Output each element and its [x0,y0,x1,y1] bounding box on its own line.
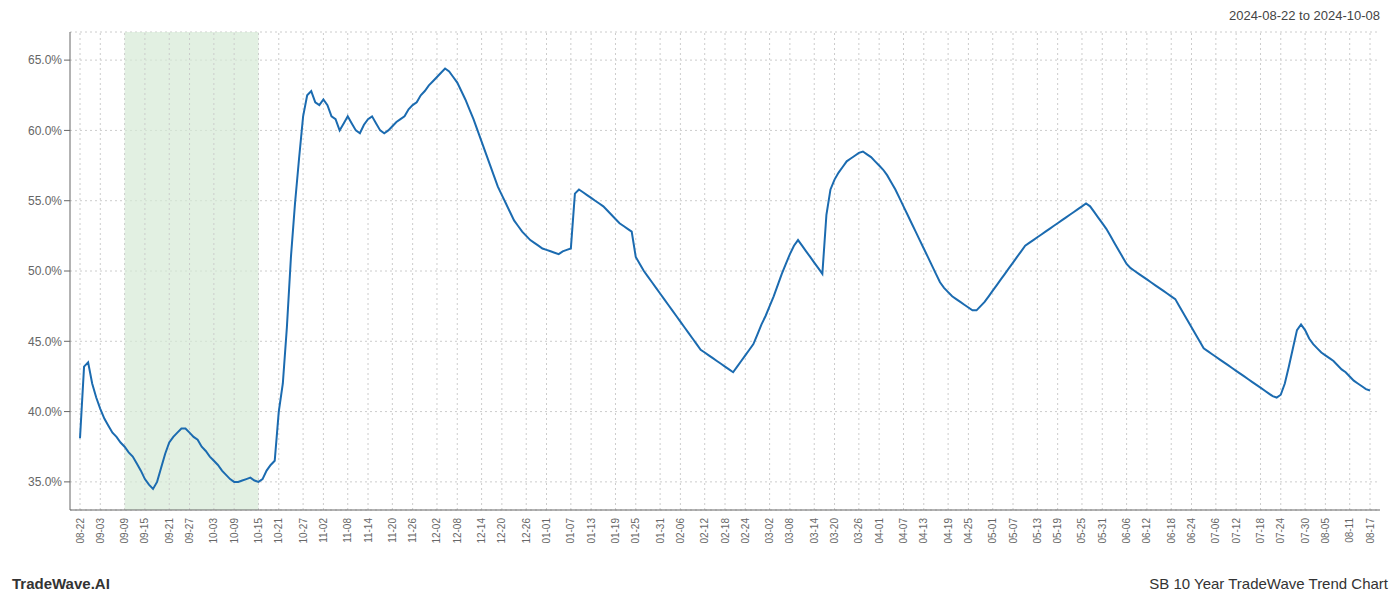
svg-text:12-08: 12-08 [452,518,463,544]
svg-text:45.0%: 45.0% [28,335,62,349]
svg-text:06-18: 06-18 [1166,518,1177,544]
svg-text:01-01: 01-01 [541,518,552,544]
svg-text:03-02: 03-02 [764,518,775,544]
svg-text:50.0%: 50.0% [28,264,62,278]
svg-text:07-06: 07-06 [1210,518,1221,544]
html-text:SB 10 Year TradeWave Trend Cha: SB 10 Year TradeWave Trend Chart [1149,575,1388,592]
svg-text:35.0%: 35.0% [28,475,62,489]
svg-text:05-07: 05-07 [1008,518,1019,544]
svg-text:10-15: 10-15 [253,518,264,544]
svg-text:05-25: 05-25 [1076,518,1087,544]
svg-text:04-01: 04-01 [874,518,885,544]
svg-text:12-02: 12-02 [431,518,442,544]
svg-text:05-13: 05-13 [1032,518,1043,544]
svg-text:04-19: 04-19 [943,518,954,544]
svg-text:10-27: 10-27 [298,518,309,544]
svg-text:07-24: 07-24 [1275,518,1286,544]
svg-text:10-21: 10-21 [273,518,284,544]
svg-text:01-25: 01-25 [630,518,641,544]
svg-text:04-07: 04-07 [898,518,909,544]
svg-text:01-13: 01-13 [586,518,597,544]
svg-text:02-24: 02-24 [740,518,751,544]
svg-text:01-19: 01-19 [610,518,621,544]
svg-text:08-22: 08-22 [75,518,86,544]
svg-text:10-03: 10-03 [208,518,219,544]
svg-text:11-02: 11-02 [318,518,329,543]
svg-text:03-26: 03-26 [853,518,864,544]
svg-text:03-14: 03-14 [809,518,820,544]
svg-text:08-05: 08-05 [1320,518,1331,544]
html-text:2024-08-22 to 2024-10-08: 2024-08-22 to 2024-10-08 [1228,8,1380,23]
svg-text:12-26: 12-26 [521,518,532,544]
svg-text:06-12: 06-12 [1141,518,1152,544]
svg-text:08-11: 08-11 [1344,518,1355,543]
svg-text:11-26: 11-26 [407,518,418,543]
svg-text:07-12: 07-12 [1231,518,1242,544]
svg-text:09-27: 09-27 [184,518,195,544]
svg-text:60.0%: 60.0% [28,124,62,138]
svg-text:09-03: 09-03 [95,518,106,544]
svg-text:02-06: 02-06 [675,518,686,544]
svg-text:09-21: 09-21 [164,518,175,544]
svg-text:06-06: 06-06 [1121,518,1132,544]
svg-text:11-08: 11-08 [342,518,353,543]
svg-text:11-20: 11-20 [387,518,398,543]
svg-text:01-07: 01-07 [565,518,576,544]
svg-text:02-12: 02-12 [699,518,710,544]
svg-text:09-09: 09-09 [119,518,130,544]
svg-text:01-31: 01-31 [655,518,666,544]
svg-text:06-24: 06-24 [1186,518,1197,544]
svg-text:11-14: 11-14 [363,518,374,543]
svg-text:10-09: 10-09 [229,518,240,544]
svg-text:09-15: 09-15 [139,518,150,544]
svg-text:03-20: 03-20 [829,518,840,544]
svg-text:02-18: 02-18 [720,518,731,544]
html-text:TradeWave.AI: TradeWave.AI [12,575,110,592]
svg-text:65.0%: 65.0% [28,53,62,67]
svg-text:40.0%: 40.0% [28,405,62,419]
svg-text:05-31: 05-31 [1097,518,1108,544]
svg-text:05-01: 05-01 [987,518,998,544]
svg-text:07-30: 07-30 [1300,518,1311,544]
svg-text:05-19: 05-19 [1052,518,1063,544]
svg-text:07-18: 07-18 [1255,518,1266,544]
svg-text:03-08: 03-08 [784,518,795,544]
svg-text:04-13: 04-13 [918,518,929,544]
svg-text:55.0%: 55.0% [28,194,62,208]
svg-text:12-14: 12-14 [476,518,487,544]
svg-text:04-25: 04-25 [963,518,974,544]
svg-text:12-20: 12-20 [496,518,507,544]
svg-text:08-17: 08-17 [1365,518,1376,544]
